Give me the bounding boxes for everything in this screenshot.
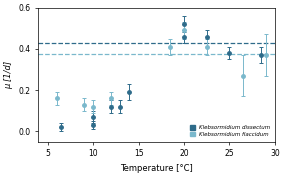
Legend: Klebsormidium dissectum, Klebsormidium flaccidum: Klebsormidium dissectum, Klebsormidium f…: [189, 124, 272, 139]
X-axis label: Temperature [°C]: Temperature [°C]: [120, 164, 193, 173]
Y-axis label: μ [1/d]: μ [1/d]: [4, 61, 13, 89]
